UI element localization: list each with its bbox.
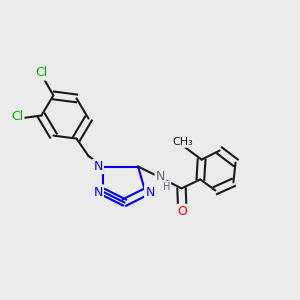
Text: N: N <box>93 160 103 173</box>
Text: N: N <box>93 185 103 199</box>
Text: N: N <box>145 185 155 199</box>
Text: N: N <box>156 169 165 183</box>
Text: CH₃: CH₃ <box>172 136 193 147</box>
Text: Cl: Cl <box>11 110 23 124</box>
Text: H: H <box>163 182 170 192</box>
Text: Cl: Cl <box>35 66 47 80</box>
Text: O: O <box>178 205 187 218</box>
